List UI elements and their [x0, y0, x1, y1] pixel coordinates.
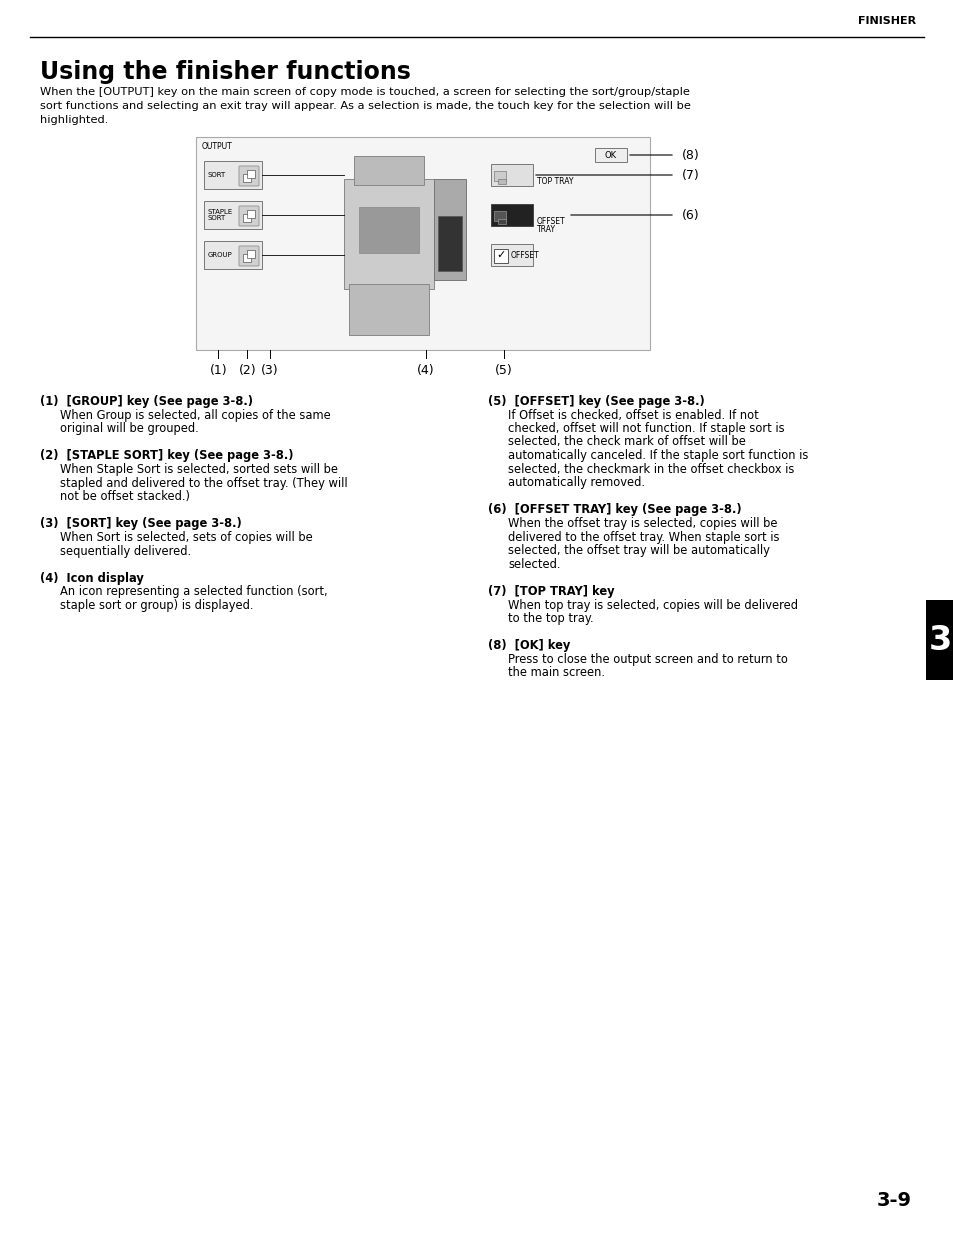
- Bar: [494, 211, 505, 221]
- Text: FINISHER: FINISHER: [857, 16, 915, 26]
- FancyBboxPatch shape: [491, 204, 533, 226]
- Bar: [354, 156, 423, 185]
- Text: automatically canceled. If the staple sort function is: automatically canceled. If the staple so…: [507, 450, 807, 462]
- Bar: [925, 600, 953, 680]
- Text: delivered to the offset tray. When staple sort is: delivered to the offset tray. When stapl…: [507, 531, 779, 543]
- Text: STAPLE
SORT: STAPLE SORT: [208, 209, 233, 221]
- Text: (8)  [OK] key: (8) [OK] key: [488, 640, 570, 652]
- Text: stapled and delivered to the offset tray. (They will: stapled and delivered to the offset tray…: [60, 477, 347, 489]
- Text: Using the finisher functions: Using the finisher functions: [40, 61, 411, 84]
- Bar: [243, 214, 251, 222]
- Text: to the top tray.: to the top tray.: [507, 613, 593, 625]
- FancyBboxPatch shape: [239, 165, 258, 186]
- Text: sort functions and selecting an exit tray will appear. As a selection is made, t: sort functions and selecting an exit tra…: [40, 101, 690, 111]
- Text: original will be grouped.: original will be grouped.: [60, 422, 198, 435]
- Bar: [247, 170, 254, 178]
- Text: (1): (1): [210, 364, 227, 377]
- Text: When Sort is selected, sets of copies will be: When Sort is selected, sets of copies wi…: [60, 531, 313, 543]
- Bar: [243, 174, 251, 182]
- FancyBboxPatch shape: [204, 161, 262, 189]
- FancyBboxPatch shape: [239, 246, 258, 266]
- Text: OFFSET: OFFSET: [537, 217, 565, 226]
- Text: not be offset stacked.): not be offset stacked.): [60, 490, 190, 503]
- Bar: [494, 249, 507, 263]
- Text: highlighted.: highlighted.: [40, 115, 109, 125]
- Text: (1)  [GROUP] key (See page 3-8.): (1) [GROUP] key (See page 3-8.): [40, 395, 253, 408]
- Text: When the offset tray is selected, copies will be: When the offset tray is selected, copies…: [507, 517, 777, 530]
- Text: (7): (7): [681, 168, 699, 182]
- Bar: [434, 179, 465, 280]
- Bar: [494, 170, 505, 182]
- Text: sequentially delivered.: sequentially delivered.: [60, 545, 191, 557]
- Text: OFFSET: OFFSET: [511, 251, 539, 259]
- Text: (2): (2): [238, 364, 256, 377]
- Text: GROUP: GROUP: [208, 252, 233, 258]
- Bar: [243, 254, 251, 262]
- Bar: [195, 137, 649, 350]
- Text: OUTPUT: OUTPUT: [202, 142, 233, 151]
- FancyBboxPatch shape: [239, 206, 258, 226]
- Text: TRAY: TRAY: [537, 225, 556, 233]
- Text: (4): (4): [416, 364, 435, 377]
- Text: TOP TRAY: TOP TRAY: [537, 177, 573, 186]
- FancyBboxPatch shape: [204, 201, 262, 228]
- Text: automatically removed.: automatically removed.: [507, 475, 644, 489]
- Text: (2)  [STAPLE SORT] key (See page 3-8.): (2) [STAPLE SORT] key (See page 3-8.): [40, 450, 294, 462]
- Text: (4)  Icon display: (4) Icon display: [40, 572, 144, 585]
- FancyBboxPatch shape: [491, 245, 533, 266]
- Text: (6): (6): [681, 209, 699, 221]
- Text: (3): (3): [261, 364, 278, 377]
- Text: When top tray is selected, copies will be delivered: When top tray is selected, copies will b…: [507, 599, 797, 611]
- Bar: [358, 207, 418, 253]
- Bar: [247, 249, 254, 258]
- Text: selected, the checkmark in the offset checkbox is: selected, the checkmark in the offset ch…: [507, 462, 794, 475]
- Text: When Staple Sort is selected, sorted sets will be: When Staple Sort is selected, sorted set…: [60, 463, 337, 475]
- Text: selected, the check mark of offset will be: selected, the check mark of offset will …: [507, 436, 745, 448]
- FancyBboxPatch shape: [204, 241, 262, 269]
- Text: (5): (5): [495, 364, 512, 377]
- Text: selected, the offset tray will be automatically: selected, the offset tray will be automa…: [507, 543, 769, 557]
- Bar: [497, 219, 505, 224]
- Bar: [437, 216, 461, 270]
- Text: (3)  [SORT] key (See page 3-8.): (3) [SORT] key (See page 3-8.): [40, 517, 241, 531]
- Bar: [344, 179, 434, 289]
- Text: selected.: selected.: [507, 557, 560, 571]
- Text: (5)  [OFFSET] key (See page 3-8.): (5) [OFFSET] key (See page 3-8.): [488, 395, 704, 408]
- Text: the main screen.: the main screen.: [507, 667, 604, 679]
- Text: SORT: SORT: [208, 172, 226, 178]
- FancyBboxPatch shape: [595, 148, 626, 162]
- Bar: [247, 210, 254, 219]
- Text: (7)  [TOP TRAY] key: (7) [TOP TRAY] key: [488, 585, 614, 598]
- Text: 3: 3: [927, 624, 951, 657]
- Bar: [497, 179, 505, 184]
- Text: (6)  [OFFSET TRAY] key (See page 3-8.): (6) [OFFSET TRAY] key (See page 3-8.): [488, 504, 740, 516]
- Bar: [349, 284, 429, 335]
- Text: OK: OK: [604, 151, 617, 159]
- Text: When the [OUTPUT] key on the main screen of copy mode is touched, a screen for s: When the [OUTPUT] key on the main screen…: [40, 86, 689, 98]
- Text: When Group is selected, all copies of the same: When Group is selected, all copies of th…: [60, 409, 331, 421]
- Text: 3-9: 3-9: [876, 1191, 911, 1210]
- Text: (8): (8): [681, 148, 699, 162]
- Text: Press to close the output screen and to return to: Press to close the output screen and to …: [507, 653, 787, 666]
- Text: staple sort or group) is displayed.: staple sort or group) is displayed.: [60, 599, 253, 613]
- FancyBboxPatch shape: [491, 164, 533, 186]
- Text: An icon representing a selected function (sort,: An icon representing a selected function…: [60, 585, 327, 599]
- Text: ✓: ✓: [496, 249, 505, 261]
- Text: checked, offset will not function. If staple sort is: checked, offset will not function. If st…: [507, 422, 783, 435]
- Text: If Offset is checked, offset is enabled. If not: If Offset is checked, offset is enabled.…: [507, 409, 758, 421]
